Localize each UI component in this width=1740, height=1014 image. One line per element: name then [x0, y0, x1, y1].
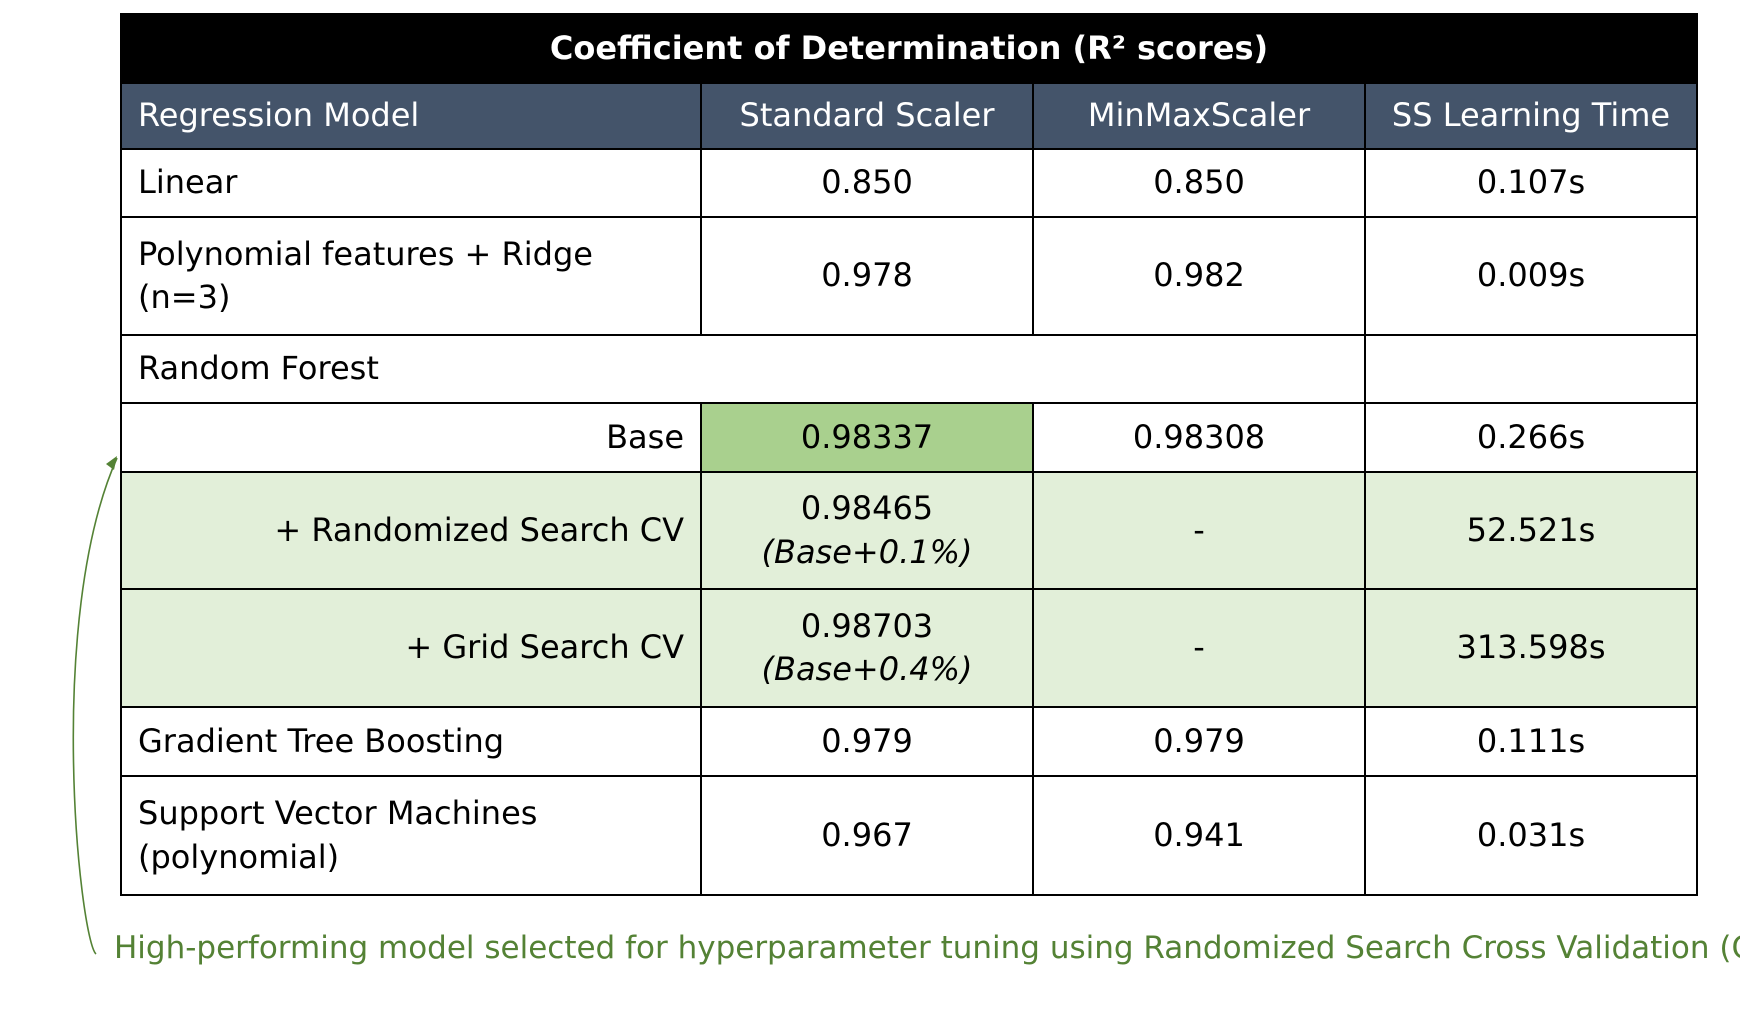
- value-cell: 0.967: [700, 775, 1034, 896]
- column-header: Regression Model: [120, 82, 702, 150]
- value-cell: 0.979: [1032, 706, 1366, 777]
- value-cell: 0.98703 (Base+0.4%): [700, 588, 1034, 708]
- model-name: (polynomial): [138, 837, 340, 876]
- column-header: MinMaxScaler: [1032, 82, 1366, 150]
- score: 0.98465: [800, 489, 934, 528]
- model-cell: Gradient Tree Boosting: [120, 706, 702, 777]
- table-row: + Randomized Search CV 0.98465 (Base+0.1%)…: [120, 471, 1698, 590]
- annotation-text: High-performing model selected for hyper…: [114, 930, 1740, 966]
- header-row: Regression Model Standard Scaler MinMaxSca…: [120, 82, 1698, 150]
- table-row: Base 0.98337 0.98308 0.266s: [120, 402, 1698, 473]
- table-row: Random Forest: [120, 334, 1698, 404]
- model-name: + Randomized Search CV: [274, 510, 684, 549]
- table-title: Coefficient of Determination (R² scores): [120, 13, 1698, 84]
- value-cell: 0.850: [700, 148, 1034, 218]
- value-cell: 0.982: [1032, 216, 1366, 336]
- value-cell: 0.978: [700, 216, 1034, 336]
- table-row: Gradient Tree Boosting 0.979 0.979 0.111s: [120, 706, 1698, 777]
- table-row: Polynomial features + Ridge (n=3) 0.978 0.9…: [120, 216, 1698, 336]
- model-cell: Support Vector Machines (polynomial): [120, 775, 702, 896]
- value-cell: 0.266s: [1364, 402, 1698, 473]
- score-note: (Base+0.4%): [761, 650, 973, 688]
- value-cell: 0.009s: [1364, 216, 1698, 336]
- value-cell: 0.98465 (Base+0.1%): [700, 471, 1034, 590]
- model-name: Linear: [138, 163, 238, 202]
- column-header: SS Learning Time: [1364, 82, 1698, 150]
- empty-cell: [1364, 334, 1698, 404]
- model-name: Random Forest: [138, 349, 379, 388]
- table-row: Support Vector Machines (polynomial) 0.967…: [120, 775, 1698, 896]
- model-cell: Polynomial features + Ridge (n=3): [120, 216, 702, 336]
- model-name: Base: [606, 417, 684, 456]
- model-name: (n=3): [138, 278, 231, 316]
- value-cell: 0.941: [1032, 775, 1366, 896]
- model-name: Gradient Tree Boosting: [138, 721, 505, 760]
- model-name: + Grid Search CV: [405, 628, 684, 667]
- model-cell: Base: [120, 402, 702, 473]
- value-cell: -: [1032, 588, 1366, 708]
- value-cell: 0.107s: [1364, 148, 1698, 218]
- column-header: Standard Scaler: [700, 82, 1034, 150]
- value-cell: 52.521s: [1364, 471, 1698, 590]
- value-cell: 0.111s: [1364, 706, 1698, 777]
- value-cell: 0.98308: [1032, 402, 1366, 473]
- model-cell: Random Forest: [120, 334, 1366, 404]
- model-cell: + Grid Search CV: [120, 588, 702, 708]
- value-cell: 0.031s: [1364, 775, 1698, 896]
- model-cell: Linear: [120, 148, 702, 218]
- value-cell: 0.98337: [700, 402, 1034, 473]
- model-cell: + Randomized Search CV: [120, 471, 702, 590]
- value-cell: 313.598s: [1364, 588, 1698, 708]
- score: 0.98703: [800, 606, 934, 645]
- results-table: Coefficient of Determination (R² scores)…: [120, 13, 1698, 896]
- model-name: Support Vector Machines: [138, 794, 538, 833]
- value-cell: 0.979: [700, 706, 1034, 777]
- table-row: Linear 0.850 0.850 0.107s: [120, 148, 1698, 218]
- score-note: (Base+0.1%): [761, 532, 973, 571]
- table-row: + Grid Search CV 0.98703 (Base+0.4%) -313.5…: [120, 588, 1698, 708]
- value-cell: -: [1032, 471, 1366, 590]
- value-cell: 0.850: [1032, 148, 1366, 218]
- model-name: Polynomial features + Ridge: [138, 234, 593, 273]
